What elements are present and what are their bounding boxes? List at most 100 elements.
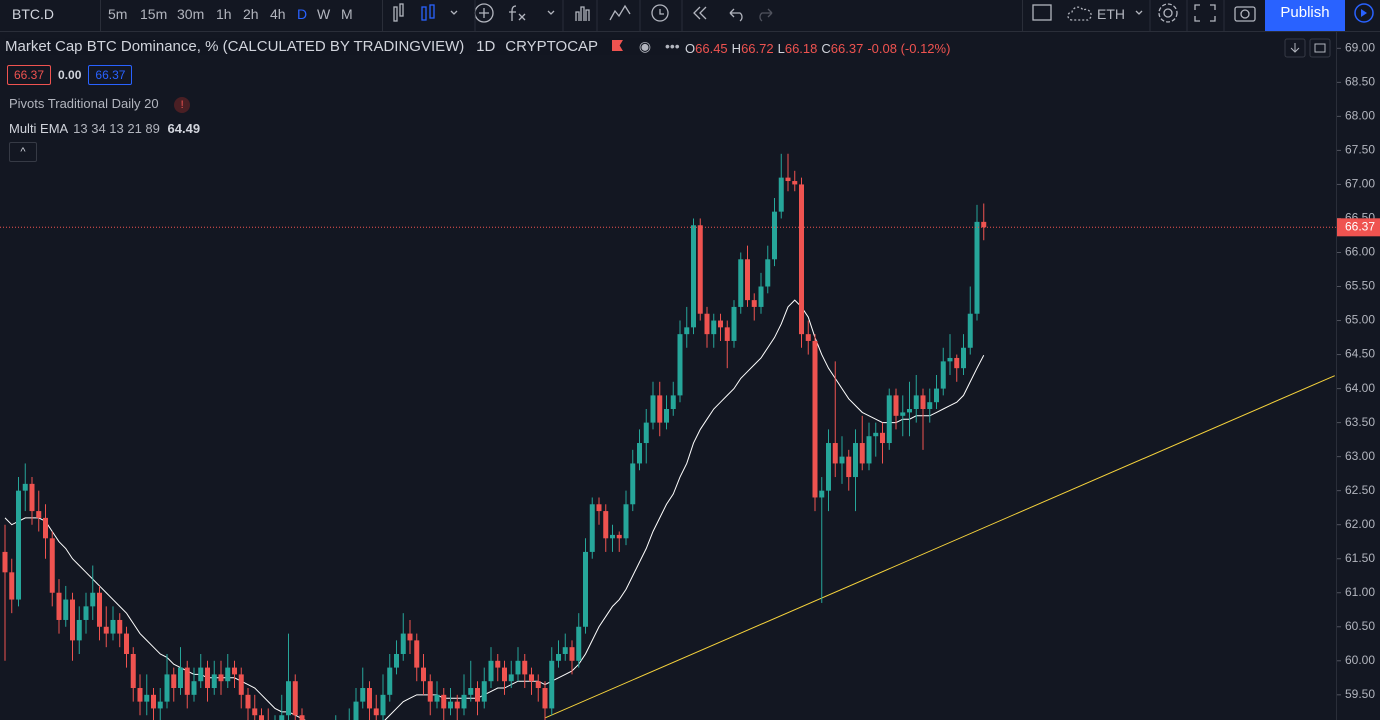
candle-body	[191, 681, 197, 695]
candle-body	[583, 551, 588, 627]
collapse-button[interactable]: ^	[9, 142, 37, 162]
interval-button[interactable]: 2h	[243, 6, 259, 22]
candle-body	[232, 667, 237, 675]
layout-icon[interactable]	[1032, 4, 1052, 21]
candle-body	[670, 395, 676, 410]
ask-box[interactable]: 66.37	[88, 65, 133, 85]
candles-icon[interactable]	[421, 6, 427, 21]
candle-body	[43, 517, 48, 539]
candle-body	[616, 534, 622, 539]
candle-body	[940, 361, 946, 389]
candle-body	[785, 177, 791, 182]
interval-button[interactable]: D	[297, 6, 308, 22]
candle-body	[353, 701, 359, 720]
candle-body	[515, 660, 521, 675]
compare-cloud-icon[interactable]	[1067, 6, 1092, 21]
legend-title-row: Market Cap BTC Dominance, % (CALCULATED …	[5, 38, 680, 55]
candle-body	[900, 412, 906, 416]
interval-button[interactable]: M	[341, 6, 353, 22]
more-icon[interactable]: •••	[664, 38, 680, 54]
error-icon[interactable]: !	[174, 97, 191, 113]
candle-body	[151, 694, 156, 709]
separator	[382, 0, 383, 31]
pane-buttons	[1284, 38, 1331, 58]
y-tick-label: 62.50	[1345, 483, 1375, 497]
candle-body	[279, 715, 285, 720]
indicator-pivots: Pivots Traditional Daily 20 !	[9, 96, 191, 113]
candle-body	[90, 592, 96, 607]
interval-button[interactable]: 1h	[216, 6, 232, 22]
candle-body	[157, 701, 163, 709]
settings-icon[interactable]	[1163, 8, 1173, 18]
spread: 0.00	[58, 68, 82, 82]
snapshot-icon[interactable]	[1234, 6, 1256, 22]
maximize-button[interactable]	[1309, 38, 1331, 58]
candle-body	[461, 694, 467, 709]
candle-body	[70, 599, 75, 641]
candle-body	[576, 626, 582, 661]
y-tick-label: 67.50	[1345, 143, 1375, 157]
ohlc-value: 66.45	[695, 41, 728, 56]
y-tick-label: 61.50	[1345, 551, 1375, 565]
templates-icon[interactable]	[609, 4, 631, 21]
flag-icon[interactable]	[611, 40, 623, 51]
interval-button[interactable]: 30m	[177, 6, 205, 22]
candle-body	[9, 572, 15, 600]
symbol[interactable]: BTC.D	[12, 6, 54, 22]
candle-body	[812, 340, 818, 498]
candle-body	[961, 347, 966, 369]
compare-symbol[interactable]: ETH	[1097, 6, 1125, 22]
indicator-ema: Multi EMA 13 34 13 21 89 64.49	[9, 121, 200, 136]
candle-body	[502, 667, 507, 682]
candle-body	[205, 667, 210, 689]
last-price-label: 66.37	[1345, 219, 1375, 233]
fullscreen-icon[interactable]	[1194, 4, 1216, 22]
candle-body	[643, 422, 649, 444]
candle-body	[529, 674, 534, 682]
bid-box[interactable]: 66.37	[7, 65, 52, 85]
replay-icon[interactable]	[693, 6, 707, 20]
candle-body	[718, 320, 723, 328]
indicator-name[interactable]: Multi EMA	[9, 121, 68, 136]
candle-body	[164, 674, 170, 702]
y-tick-label: 66.00	[1345, 245, 1375, 259]
play-button[interactable]	[1348, 0, 1380, 31]
series-title[interactable]: Market Cap BTC Dominance, % (CALCULATED …	[5, 38, 465, 55]
candle-body	[927, 402, 933, 410]
candle-body	[704, 313, 710, 335]
candle-body	[650, 395, 656, 423]
candle-body	[880, 432, 885, 444]
undo-icon[interactable]	[729, 8, 743, 22]
compare-icon[interactable]	[575, 6, 590, 21]
candle-body	[522, 660, 528, 675]
interval-button[interactable]: 4h	[270, 6, 286, 22]
candle-body	[421, 667, 426, 682]
interval-button[interactable]: W	[317, 6, 331, 22]
eye-icon[interactable]: ◉	[638, 38, 652, 54]
candle-body	[758, 286, 764, 307]
redo-icon[interactable]	[759, 8, 773, 22]
interval-button[interactable]: 5m	[108, 6, 128, 22]
candle-body	[29, 483, 35, 512]
last-price-tag	[1337, 218, 1380, 237]
chart-pane: 59.50 60.00 60.50 61.00 61.50 62.00 62.50 63.00…	[0, 32, 1380, 720]
candle-body	[495, 660, 501, 668]
bars-icon[interactable]	[393, 6, 398, 22]
candle-body	[765, 259, 771, 287]
y-tick-label: 69.00	[1345, 41, 1375, 55]
publish-button[interactable]: Publish	[1265, 0, 1345, 31]
candle-body	[697, 225, 703, 314]
candle-body	[664, 409, 669, 423]
indicator-name[interactable]: Pivots Traditional Daily 20	[9, 96, 159, 111]
indicators-icon[interactable]	[509, 5, 526, 21]
exchange: CRYPTOCAP	[505, 38, 599, 55]
candle-body	[83, 606, 89, 620]
candle-body	[137, 688, 143, 702]
interval-button[interactable]: 15m	[140, 6, 168, 22]
alert-icon[interactable]	[651, 4, 669, 22]
candle-body	[832, 443, 838, 464]
ohlc-change: -0.08 (-0.12%)	[867, 41, 951, 56]
price-axis: 59.50 60.00 60.50 61.00 61.50 62.00 62.50 63.00…	[1337, 41, 1380, 701]
candle-body	[286, 681, 291, 716]
